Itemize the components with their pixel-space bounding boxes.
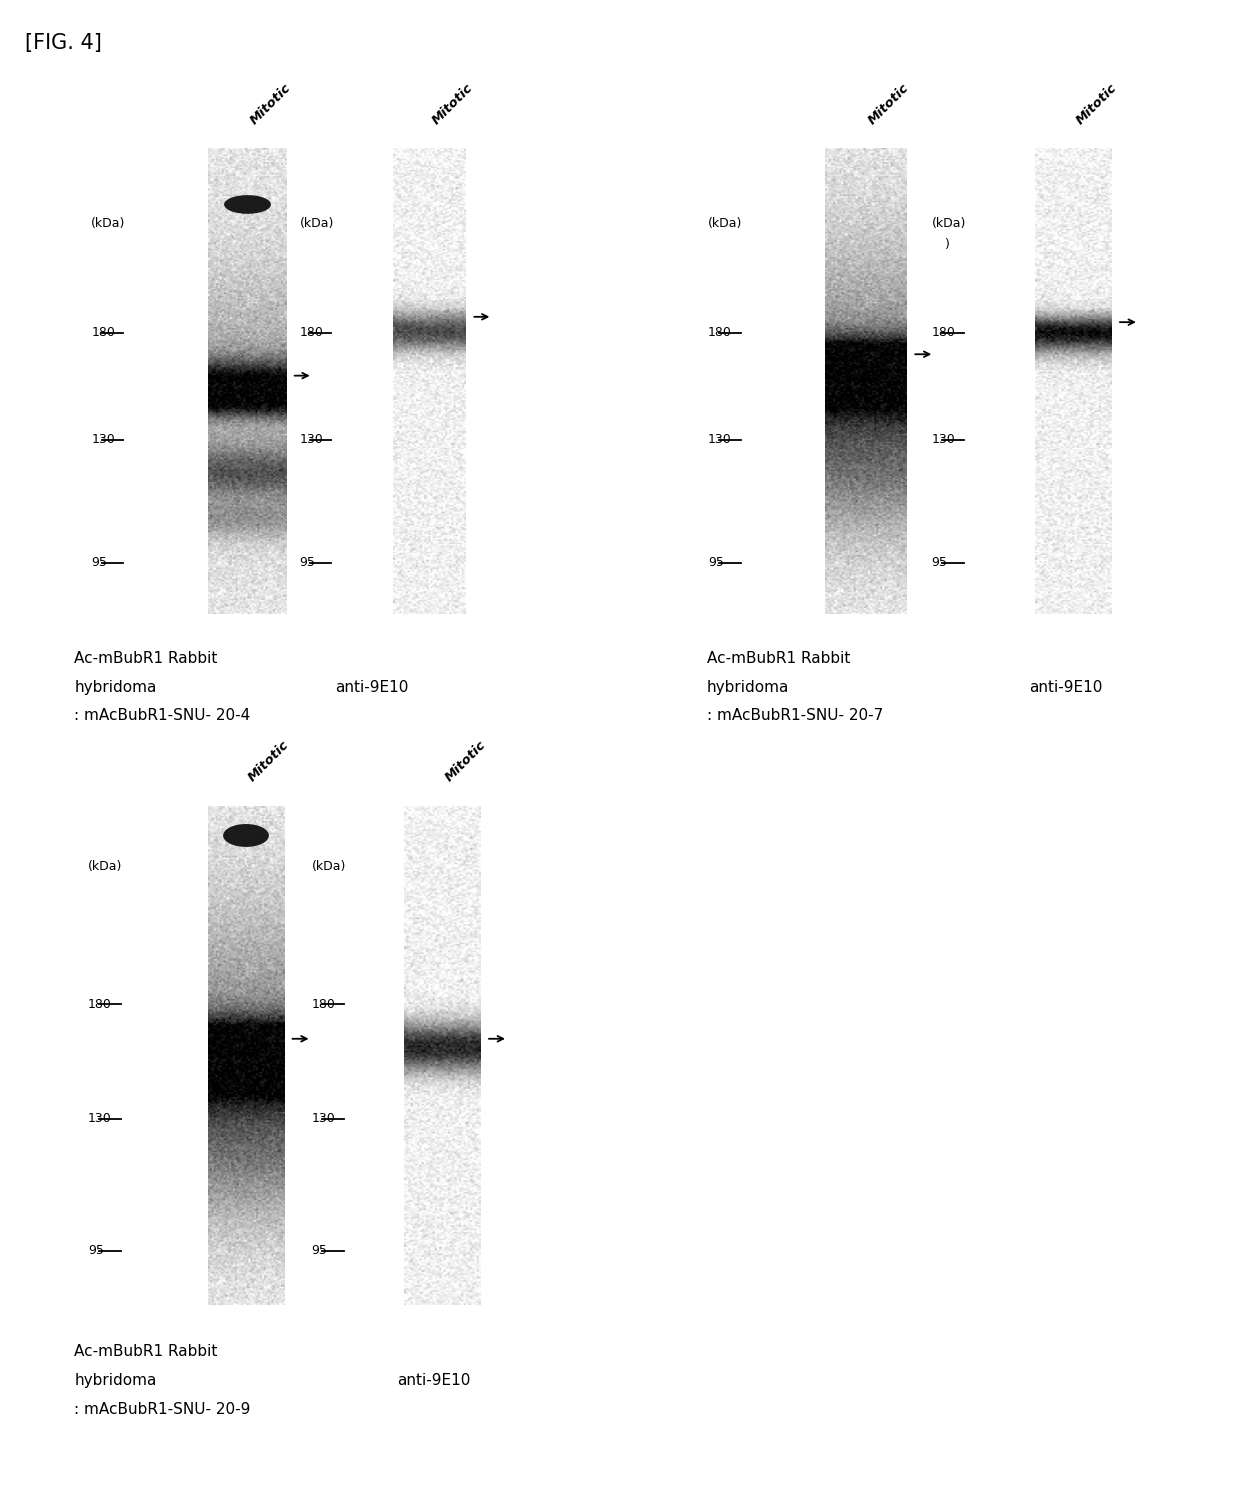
Text: anti-9E10: anti-9E10 (397, 1373, 470, 1388)
Text: 130: 130 (300, 434, 324, 446)
Text: 180: 180 (92, 327, 115, 339)
Text: Ac-mBubR1 Rabbit: Ac-mBubR1 Rabbit (74, 1344, 218, 1359)
Text: 130: 130 (708, 434, 732, 446)
Text: 130: 130 (931, 434, 955, 446)
Text: : mAcBubR1-SNU- 20-7: : mAcBubR1-SNU- 20-7 (707, 708, 883, 723)
Text: (kDa): (kDa) (708, 217, 743, 229)
Text: anti-9E10: anti-9E10 (335, 680, 408, 695)
Text: 130: 130 (88, 1112, 112, 1126)
Text: (kDa): (kDa) (88, 860, 123, 874)
Text: 180: 180 (931, 327, 955, 339)
Text: 180: 180 (88, 998, 112, 1011)
Text: hybridoma: hybridoma (707, 680, 789, 695)
Text: Mitotic: Mitotic (246, 738, 291, 784)
Text: 95: 95 (311, 1245, 327, 1257)
Text: 95: 95 (708, 556, 724, 570)
Text: [FIG. 4]: [FIG. 4] (25, 33, 102, 53)
Text: 180: 180 (708, 327, 732, 339)
Bar (1035, 148, 1111, 613)
Text: 95: 95 (931, 556, 947, 570)
Text: 130: 130 (311, 1112, 335, 1126)
Text: 180: 180 (311, 998, 335, 1011)
Text: Mitotic: Mitotic (1074, 81, 1120, 127)
Text: (kDa): (kDa) (92, 217, 125, 229)
Text: Ac-mBubR1 Rabbit: Ac-mBubR1 Rabbit (74, 651, 218, 666)
Text: 180: 180 (300, 327, 324, 339)
Text: : mAcBubR1-SNU- 20-4: : mAcBubR1-SNU- 20-4 (74, 708, 250, 723)
Text: 130: 130 (92, 434, 115, 446)
Text: 95: 95 (92, 556, 107, 570)
Text: hybridoma: hybridoma (74, 1373, 156, 1388)
Text: Mitotic: Mitotic (248, 81, 294, 127)
Text: (kDa): (kDa) (931, 217, 966, 229)
Text: (kDa): (kDa) (311, 860, 346, 874)
Text: 95: 95 (300, 556, 315, 570)
Ellipse shape (223, 824, 269, 847)
Text: anti-9E10: anti-9E10 (1029, 680, 1102, 695)
Text: : mAcBubR1-SNU- 20-9: : mAcBubR1-SNU- 20-9 (74, 1402, 250, 1417)
Text: Mitotic: Mitotic (443, 738, 489, 784)
Text: 95: 95 (88, 1245, 104, 1257)
Text: ): ) (945, 238, 950, 252)
Text: (kDa): (kDa) (300, 217, 334, 229)
Text: Ac-mBubR1 Rabbit: Ac-mBubR1 Rabbit (707, 651, 851, 666)
Text: Mitotic: Mitotic (866, 81, 911, 127)
Text: hybridoma: hybridoma (74, 680, 156, 695)
Text: Mitotic: Mitotic (430, 81, 476, 127)
Bar (393, 148, 466, 613)
Ellipse shape (224, 194, 270, 214)
Bar (404, 806, 481, 1305)
